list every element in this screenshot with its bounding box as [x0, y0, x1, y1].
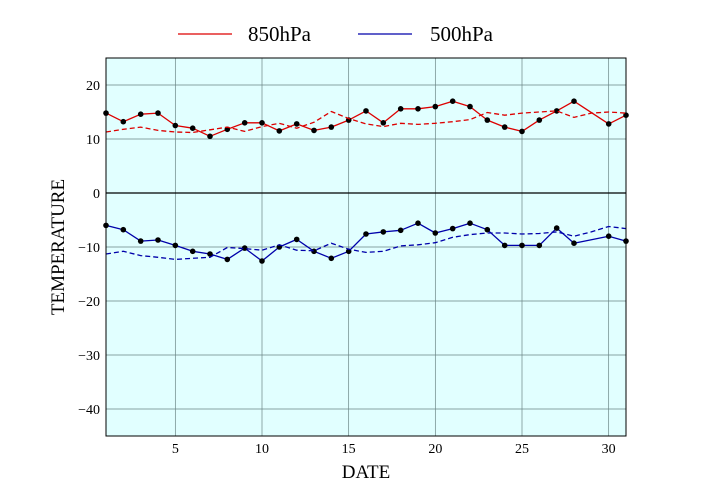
tick-labels: 5 10 15 20 25 30 −40 −30 −20 −10 0 10 20 [78, 79, 616, 457]
data-point-500hpa [467, 220, 473, 226]
data-point-850hpa [484, 117, 491, 123]
data-point-500hpa [397, 227, 404, 234]
data-point-500hpa [553, 225, 560, 231]
data-point-850hpa [120, 118, 127, 125]
x-tick-label: 5 [172, 442, 179, 457]
data-point-850hpa [553, 108, 560, 114]
data-point-500hpa [241, 245, 248, 251]
data-point-500hpa [484, 226, 491, 233]
legend-label-500hpa: 500hPa [430, 22, 494, 46]
data-point-500hpa [449, 225, 456, 232]
data-point-850hpa [311, 127, 317, 134]
x-axis-title: DATE [342, 462, 391, 483]
y-tick-label: −40 [78, 403, 100, 418]
data-point-850hpa [189, 125, 196, 131]
x-tick-label: 15 [342, 442, 356, 457]
legend-label-850hpa: 850hPa [248, 22, 312, 46]
plot-frame [105, 57, 627, 437]
data-point-850hpa [137, 111, 144, 117]
data-point-500hpa [605, 233, 612, 239]
data-point-850hpa [172, 122, 179, 129]
data-point-500hpa [501, 242, 508, 249]
data-point-500hpa [207, 251, 213, 257]
data-point-500hpa [519, 242, 525, 249]
data-point-850hpa [155, 110, 161, 116]
data-point-500hpa [536, 242, 543, 249]
data-point-500hpa [380, 229, 387, 235]
data-point-850hpa [519, 128, 525, 135]
data-point-500hpa [328, 255, 335, 262]
data-point-500hpa [120, 226, 127, 233]
data-point-500hpa [363, 231, 369, 237]
data-point-850hpa [536, 117, 543, 123]
y-tick-label: 20 [86, 79, 100, 94]
data-point-850hpa [415, 106, 421, 112]
data-point-500hpa [432, 230, 439, 236]
data-point-500hpa [415, 220, 421, 226]
data-point-850hpa [293, 121, 300, 127]
x-tick-label: 25 [515, 442, 529, 457]
data-point-500hpa [224, 256, 231, 263]
y-axis-title: TEMPERATURE [48, 179, 69, 315]
y-tick-label: −10 [78, 241, 100, 256]
data-point-500hpa [155, 237, 161, 243]
legend: 850hPa 500hPa [178, 22, 494, 46]
data-point-850hpa [432, 103, 439, 110]
data-point-850hpa [380, 120, 387, 126]
data-point-850hpa [241, 120, 248, 126]
y-tick-label: −30 [78, 349, 100, 364]
data-point-500hpa [571, 240, 577, 246]
data-point-850hpa [207, 133, 213, 140]
data-point-500hpa [137, 238, 144, 244]
data-point-500hpa [189, 248, 196, 255]
series-line-500hpa-normal [105, 225, 627, 261]
y-tick-label: 10 [86, 133, 100, 148]
y-tick-label: −20 [78, 295, 100, 310]
x-tick-label: 20 [428, 442, 442, 457]
series-line-850hpa [105, 100, 627, 137]
data-point-850hpa [276, 128, 283, 134]
data-point-500hpa [311, 248, 317, 255]
data-point-500hpa [293, 236, 300, 243]
data-point-850hpa [501, 124, 508, 130]
data-point-850hpa [363, 108, 369, 114]
series-line-500hpa [105, 222, 627, 262]
y-tick-label: 0 [93, 187, 100, 202]
data-point-850hpa [328, 124, 335, 130]
data-point-500hpa [172, 242, 179, 249]
data-point-850hpa [449, 98, 456, 104]
data-point-850hpa [467, 103, 473, 110]
data-point-850hpa [571, 98, 577, 104]
data-point-850hpa [259, 120, 265, 126]
data-point-850hpa [605, 121, 612, 127]
data-point-850hpa [397, 106, 404, 112]
x-tick-label: 10 [255, 442, 269, 457]
series-group [103, 98, 629, 264]
x-tick-label: 30 [602, 442, 616, 457]
data-point-500hpa [259, 258, 265, 264]
